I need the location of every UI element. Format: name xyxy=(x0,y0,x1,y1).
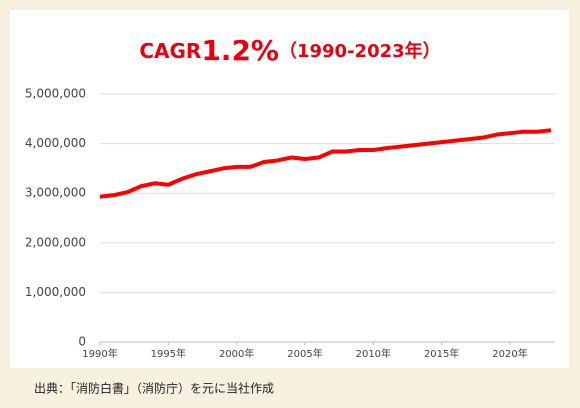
source-note: 出典：「消防白書」（消防庁）を元に当社作成 xyxy=(34,381,274,396)
x-tick-label: 2005年 xyxy=(287,347,322,360)
y-tick-label: 3,000,000 xyxy=(25,186,86,200)
chart-title: CAGR1.2%（1990-2023年） xyxy=(139,34,440,67)
x-tick-label: 2015年 xyxy=(424,347,459,360)
y-tick-label: 2,000,000 xyxy=(25,235,86,249)
y-tick-label: 1,000,000 xyxy=(25,285,86,299)
x-tick-label: 2010年 xyxy=(356,347,391,360)
y-tick-label: 5,000,000 xyxy=(25,87,86,101)
x-tick-label: 1995年 xyxy=(151,347,186,360)
y-tick-label: 0 xyxy=(78,335,86,349)
title-part: CAGR xyxy=(139,39,201,63)
title-part: （1990-2023年） xyxy=(279,40,441,62)
panel xyxy=(10,10,569,368)
x-tick-label: 2020年 xyxy=(492,347,527,360)
x-tick-label: 2000年 xyxy=(219,347,254,360)
line-series xyxy=(99,128,552,199)
title-part: 1.2% xyxy=(201,34,279,67)
x-tick-label: 1990年 xyxy=(82,347,117,360)
y-tick-label: 4,000,000 xyxy=(25,136,86,150)
